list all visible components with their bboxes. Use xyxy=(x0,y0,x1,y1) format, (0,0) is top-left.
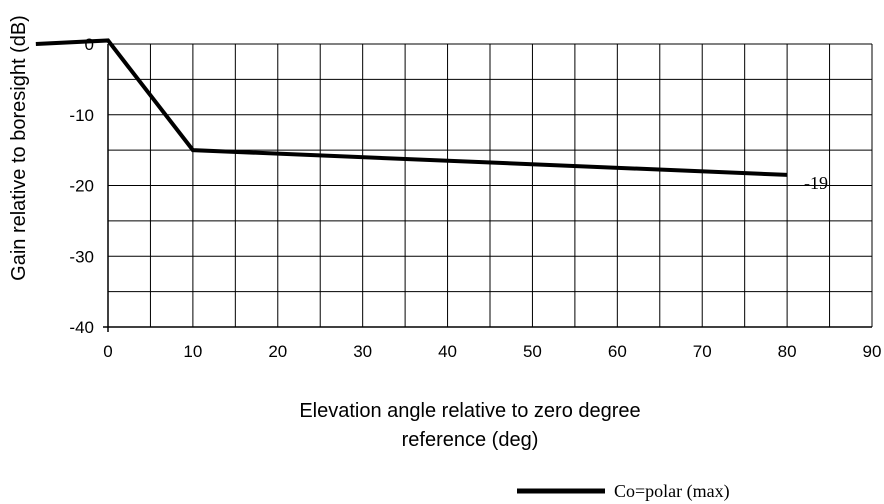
x-tick-label: 0 xyxy=(103,342,112,361)
x-tick-label: 40 xyxy=(438,342,457,361)
series-layer xyxy=(35,38,788,177)
y-tick-label: -20 xyxy=(69,177,94,196)
legend: Co=polar (max) xyxy=(517,481,730,502)
y-tick-label: -30 xyxy=(69,247,94,266)
x-tick-label: 10 xyxy=(183,342,202,361)
x-tick-label: 50 xyxy=(523,342,542,361)
chart-grid xyxy=(107,43,873,328)
x-tick-label: 60 xyxy=(608,342,627,361)
x-tick-label: 70 xyxy=(693,342,712,361)
y-axis-title: Gain relative to boresight (dB) xyxy=(8,15,30,281)
x-tick-label: 90 xyxy=(863,342,882,361)
x-tick-labels: 0 10 20 30 40 50 60 70 80 90 xyxy=(103,342,881,361)
x-tick-label: 30 xyxy=(353,342,372,361)
y-tick-label: 0 xyxy=(85,35,94,54)
x-tick-label: 80 xyxy=(778,342,797,361)
y-tick-label: -40 xyxy=(69,318,94,337)
plot-frame xyxy=(103,44,872,332)
series-line-co-polar xyxy=(35,38,788,177)
end-value-annotation: -19 xyxy=(804,173,828,193)
x-axis-title-line2: reference (deg) xyxy=(402,429,539,451)
y-tick-labels: 0 -10 -20 -30 -40 xyxy=(69,35,94,337)
legend-label: Co=polar (max) xyxy=(614,481,730,502)
x-tick-label: 20 xyxy=(268,342,287,361)
x-axis-title-line1: Elevation angle relative to zero degree xyxy=(299,400,640,422)
y-tick-label: -10 xyxy=(69,106,94,125)
